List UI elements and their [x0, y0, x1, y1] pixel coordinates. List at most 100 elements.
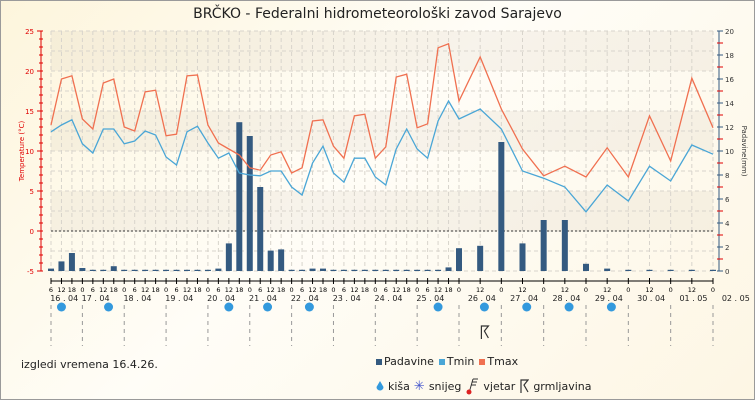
precip-bar [204, 269, 211, 271]
x-hour-label: 0 [542, 286, 546, 294]
rain-icon [224, 302, 234, 312]
precip-bar [121, 269, 128, 271]
precip-bar [424, 269, 431, 271]
precip-bar [110, 266, 117, 271]
precip-bar [604, 268, 611, 271]
snow-icon: ✳ [413, 378, 425, 394]
x-hour-label: 6 [426, 286, 430, 294]
x-hour-label: 6 [91, 286, 95, 294]
x-hour-label: 18 [110, 286, 118, 294]
rain-drop-icon [376, 381, 384, 391]
legend-symbols: kiša ✳ snijeg vjetar grmljavina [376, 377, 591, 395]
x-hour-label: 6 [133, 286, 137, 294]
precip-bar [194, 269, 201, 271]
x-hour-label: 12 [308, 286, 316, 294]
x-hour-label: 18 [444, 286, 452, 294]
x-day-label: 26 . 04 [468, 294, 496, 303]
precip-bar [498, 142, 505, 271]
x-hour-label: 0 [248, 286, 252, 294]
rain-icon [304, 302, 314, 312]
right-tick-label: 12 [725, 124, 734, 132]
x-day-label: 24 . 04 [375, 294, 403, 303]
chart: -5 0 5 10 15 20 25 Temperature (°C) 0 2 4 6 8 10 12 14 1… [18, 28, 750, 346]
legend-vjetar-label: vjetar [483, 379, 516, 393]
x-hour-label: 12 [392, 286, 400, 294]
precip-bar [340, 269, 347, 271]
precip-bar [288, 269, 295, 271]
tmin-line [50, 99, 714, 213]
rain-icon [263, 302, 273, 312]
x-hour-label: 18 [277, 286, 285, 294]
precip-bar [225, 243, 232, 271]
legend-snijeg-label: snijeg [428, 379, 462, 393]
precip-bar [278, 249, 285, 271]
precip-bar [688, 269, 695, 271]
x-hour-label: 18 [68, 286, 76, 294]
x-hour-label: 12 [561, 286, 569, 294]
tmax-swatch-icon [479, 359, 486, 365]
precip-bar [583, 263, 589, 271]
x-hour-label: 12 [141, 286, 149, 294]
left-tick-label: 5 [30, 188, 34, 196]
precip-bar [79, 268, 86, 271]
x-hour-label: 12 [434, 286, 442, 294]
x-hour-label: 0 [626, 286, 630, 294]
left-axis-title: Temperature (°C) [18, 121, 26, 183]
x-hour-label: 12 [99, 286, 107, 294]
precip-bar [246, 136, 253, 271]
x-hour-label: 0 [415, 286, 419, 294]
x-hour-label: 0 [457, 286, 461, 294]
x-hour-label: 18 [361, 286, 369, 294]
right-tick-label: 2 [725, 244, 729, 252]
precip-bar [152, 269, 159, 271]
x-hour-label: 12 [603, 286, 611, 294]
legend-padavine-label: Padavine [384, 355, 434, 368]
x-day-label: 21 . 04 [249, 294, 277, 303]
forecast-date-note: izgledi vremena 16.4.26. [21, 358, 158, 371]
x-day-label: 18 . 04 [123, 294, 151, 303]
precip-bar [320, 268, 326, 271]
precip-bar [309, 268, 316, 271]
precip-bar [393, 269, 400, 271]
right-tick-label: 14 [725, 100, 734, 108]
thunder-icon [480, 325, 490, 339]
precip-bar [163, 269, 170, 271]
x-hour-label: 6 [49, 286, 53, 294]
padavine-swatch-icon [376, 359, 382, 365]
precip-bar [299, 269, 306, 271]
right-tick-label: 8 [725, 172, 729, 180]
x-hour-label: 0 [80, 286, 84, 294]
precip-bar [435, 269, 442, 271]
right-tick-label: 10 [725, 148, 734, 156]
left-tick-label: 15 [25, 108, 34, 116]
x-day-label: 19 . 04 [165, 294, 193, 303]
left-tick-label: 25 [25, 28, 34, 36]
precip-bar [89, 269, 96, 271]
precip-bar [519, 243, 526, 271]
right-axis-title: Padavine(mm) [740, 126, 748, 177]
precip-bar [540, 220, 547, 271]
x-hour-label: 0 [584, 286, 588, 294]
precip-bar [445, 267, 452, 271]
x-hour-label: 12 [476, 286, 484, 294]
x-hour-label: 6 [300, 286, 304, 294]
x-hour-label: 0 [331, 286, 335, 294]
precip-bar [68, 253, 75, 271]
left-tick-label: -5 [27, 268, 34, 276]
x-hour-label: 6 [342, 286, 346, 294]
right-tick-label: 18 [725, 52, 734, 60]
precip-bar [456, 248, 462, 271]
precip-bar [646, 269, 653, 271]
x-hour-label: 0 [164, 286, 168, 294]
rain-icon [522, 302, 532, 312]
x-hour-label: 0 [122, 286, 126, 294]
legend-tmax-label: Tmax [487, 355, 519, 368]
legend-tmin-label: Tmin [446, 355, 475, 368]
x-hour-label: 6 [216, 286, 220, 294]
x-hour-label: 12 [645, 286, 653, 294]
x-hour-label: 12 [225, 286, 233, 294]
x-day-label: 25 . 04 [416, 294, 444, 303]
x-hour-label: 0 [373, 286, 377, 294]
x-day-label: 02 . 05 [722, 294, 750, 303]
